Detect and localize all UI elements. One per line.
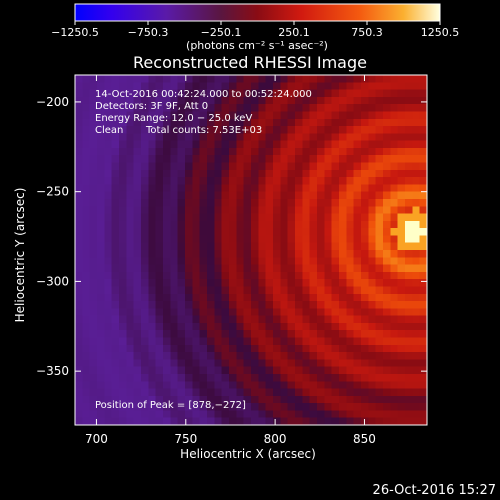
chart-title: Reconstructed RHESSI Image [133, 53, 367, 72]
colorbar-tick-label: −750.3 [128, 26, 169, 39]
colorbar-tick-label: −250.1 [201, 26, 242, 39]
heatmap-image [75, 75, 427, 425]
axis-ticks: 700 750 800 850 −200 −250 −300 −350 [36, 75, 427, 446]
y-tick-label: −250 [36, 185, 69, 199]
annotation-clean: Clean [95, 125, 123, 136]
annotation-counts: Total counts: 7.53E+03 [145, 125, 262, 136]
y-tick-label: −350 [36, 364, 69, 378]
y-axis-label: Heliocentric Y (arcsec) [13, 188, 27, 323]
colorbar-tick-label: −1250.5 [51, 26, 99, 39]
heatmap-raster [75, 75, 427, 425]
y-tick-label: −200 [36, 95, 69, 109]
x-tick-label: 850 [353, 432, 376, 446]
x-tick-label: 800 [264, 432, 287, 446]
annotation-detectors: Detectors: 3F 9F, Att 0 [95, 101, 208, 112]
annotation-time-range: 14-Oct-2016 00:42:24.000 to 00:52:24.000 [95, 89, 312, 100]
annotation-peak-position: Position of Peak = [878,−272] [95, 400, 246, 411]
colorbar [74, 3, 441, 22]
colorbar-tick-label: 750.3 [351, 26, 383, 39]
x-tick-label: 700 [85, 432, 108, 446]
x-axis-label: Heliocentric X (arcsec) [180, 447, 316, 461]
y-tick-label: −300 [36, 274, 69, 288]
colorbar-units-label: (photons cm⁻² s⁻¹ asec⁻²) [186, 39, 328, 52]
x-tick-label: 750 [174, 432, 197, 446]
colorbar-tick-label: 250.1 [278, 26, 310, 39]
colorbar-ticks: −1250.5 −750.3 −250.1 250.1 750.3 1250.5 [51, 21, 459, 39]
footer-timestamp: 26-Oct-2016 15:27 [373, 483, 496, 498]
colorbar-tick-label: 1250.5 [421, 26, 460, 39]
plot-frame [74, 74, 428, 426]
annotation-energy: Energy Range: 12.0 − 25.0 keV [95, 113, 252, 124]
